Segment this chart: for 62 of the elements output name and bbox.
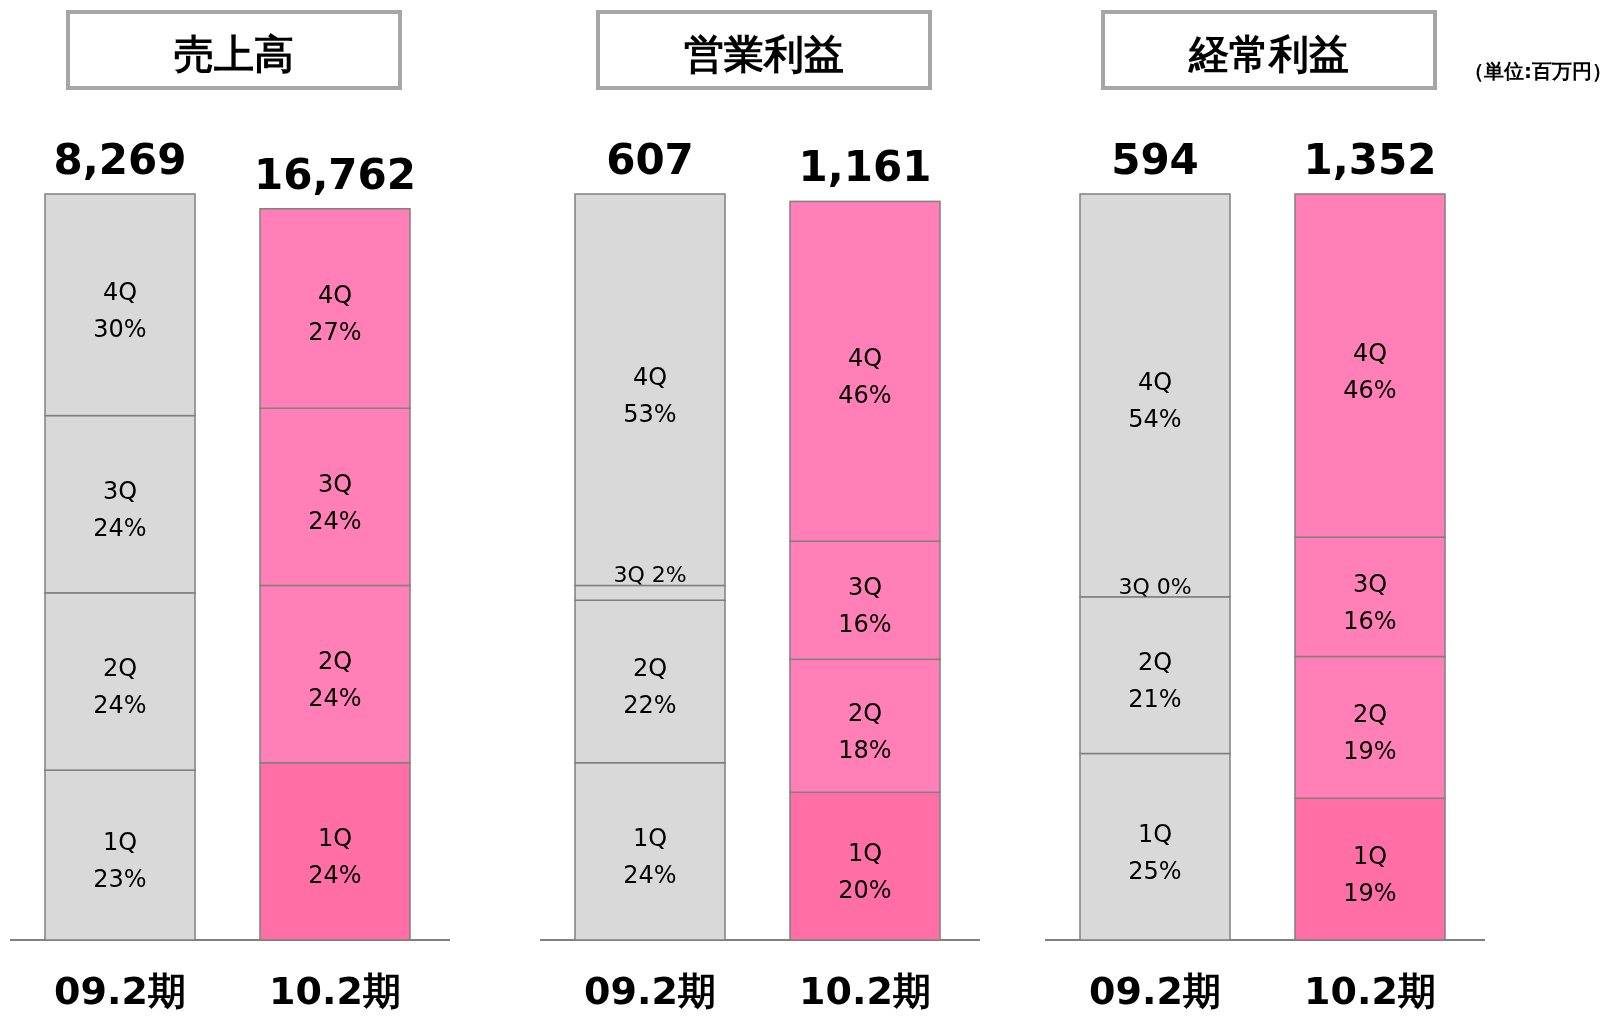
annotation: 1,161 — [798, 142, 932, 192]
data-label: 24% — [93, 691, 147, 720]
data-label: 20% — [838, 876, 892, 905]
text: 3Q 2% — [613, 562, 687, 588]
text: 2Q — [1137, 648, 1173, 677]
text: 1Q — [317, 824, 353, 853]
text: 4Q — [317, 281, 353, 310]
annotation: 594 — [1111, 135, 1199, 184]
text: 2Q — [317, 647, 353, 676]
series-label: 4Q — [1137, 368, 1173, 397]
text: 4Q — [847, 344, 883, 373]
series-label: 1Q — [102, 828, 138, 857]
text: 2Q — [632, 654, 668, 683]
text: 4Q — [1352, 338, 1388, 367]
annotation: 16,762 — [253, 149, 417, 199]
data-label: 18% — [838, 735, 892, 764]
x-tick-label: 10.2期 — [1304, 969, 1436, 1013]
series-label: 3Q — [102, 477, 138, 506]
data-label: 19% — [1343, 737, 1397, 766]
data-label: 16% — [1343, 606, 1397, 635]
data-label: 46% — [838, 381, 892, 410]
chart-title: 営業利益 — [684, 31, 844, 77]
series-label: 4Q — [632, 362, 668, 391]
chart-title: 売上高 — [174, 31, 294, 77]
series-label: 2Q — [1352, 700, 1388, 729]
data-label: 22% — [623, 691, 677, 720]
series-label: 4Q — [102, 277, 138, 306]
text: 3Q — [317, 469, 353, 498]
data-label: 21% — [1128, 685, 1182, 714]
data-label: 53% — [623, 399, 677, 428]
data-label: 24% — [308, 684, 362, 713]
data-label: 46% — [1343, 375, 1397, 404]
data-label: 24% — [623, 861, 677, 890]
data-label: 23% — [93, 865, 147, 894]
data-label: 19% — [1343, 879, 1397, 908]
x-tick-label: 10.2期 — [799, 969, 931, 1013]
data-label: 54% — [1128, 405, 1182, 434]
x-tick-label: 09.2期 — [54, 969, 186, 1013]
series-label: 2Q — [847, 698, 883, 727]
annotation: 1,352 — [1303, 135, 1437, 184]
text: 1Q — [1137, 819, 1173, 848]
chart-title: 経常利益 — [1188, 31, 1349, 77]
data-label: 30% — [93, 314, 147, 343]
text: 3Q 0% — [1118, 573, 1192, 599]
series-label: 1Q — [847, 839, 883, 868]
data-label: 27% — [308, 318, 362, 347]
data-label: 16% — [838, 610, 892, 639]
data-label: 24% — [308, 861, 362, 890]
series-label: 3Q — [847, 573, 883, 602]
x-tick-label: 09.2期 — [584, 969, 716, 1013]
annotation: 607 — [606, 135, 694, 184]
series-label: 3Q — [1352, 569, 1388, 598]
annotation: 8,269 — [53, 135, 187, 184]
x-tick-label: 09.2期 — [1089, 969, 1221, 1013]
text: 1Q — [632, 824, 668, 853]
data-label: 24% — [93, 514, 147, 543]
text: （単位:百万円） — [1464, 59, 1612, 83]
data-label: 24% — [308, 506, 362, 535]
data-label: 25% — [1128, 856, 1182, 885]
series-label: 2Q — [102, 654, 138, 683]
x-tick-label: 10.2期 — [269, 969, 401, 1013]
series-label: 1Q — [1352, 842, 1388, 871]
